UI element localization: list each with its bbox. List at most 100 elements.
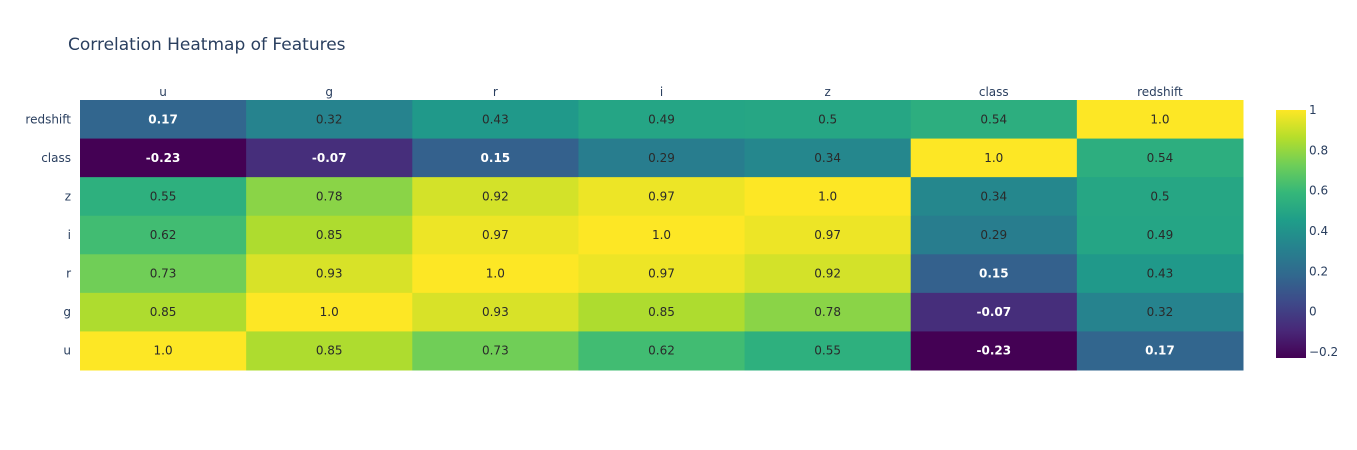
y-tick-label: redshift <box>25 112 71 126</box>
cell-value-label: 0.49 <box>648 112 675 126</box>
x-tick-label: r <box>493 85 498 99</box>
cell-value-label: 0.54 <box>1147 151 1174 165</box>
y-tick-label: r <box>66 267 71 281</box>
y-tick-label: i <box>68 228 71 242</box>
heatmap-cell <box>744 215 912 255</box>
cell-value-label: 0.17 <box>148 112 178 126</box>
heatmap-cell <box>412 100 579 140</box>
heatmap-cell <box>412 138 579 178</box>
colorbar-tick-label: 0.4 <box>1309 224 1328 238</box>
cell-value-label: 0.97 <box>482 228 509 242</box>
heatmap-cell <box>80 254 247 294</box>
heatmap-cell <box>910 292 1078 332</box>
cell-value-label: 0.93 <box>316 267 343 281</box>
heatmap-cell <box>744 254 912 294</box>
heatmap-cell <box>578 100 746 140</box>
heatmap-cell <box>910 254 1078 294</box>
heatmap-cell <box>246 254 413 294</box>
cell-value-label: 0.85 <box>316 344 343 358</box>
heatmap-cell <box>412 215 579 255</box>
colorbar-tick-label: 0.2 <box>1309 264 1328 278</box>
colorbar-tick-label: 0 <box>1309 305 1317 319</box>
heatmap-cell <box>910 177 1078 217</box>
heatmap-cell <box>1076 177 1244 217</box>
cell-value-label: 1.0 <box>984 151 1003 165</box>
cell-value-label: 0.15 <box>979 267 1009 281</box>
heatmap-cell <box>578 254 746 294</box>
cell-value-label: -0.07 <box>976 305 1011 319</box>
heatmap-cell <box>910 215 1078 255</box>
chart-title: Correlation Heatmap of Features <box>68 35 346 55</box>
heatmap-cell <box>80 331 247 371</box>
heatmap-cell <box>578 292 746 332</box>
cell-value-label: 0.85 <box>316 228 343 242</box>
y-axis-tick-labels: redshift class z i r g u <box>25 112 71 357</box>
heatmap-cell <box>246 215 413 255</box>
heatmap-cell <box>80 177 247 217</box>
y-tick-label: class <box>41 151 71 165</box>
cell-value-label: -0.23 <box>146 151 181 165</box>
heatmap-cell <box>80 138 247 178</box>
cell-value-label: 0.5 <box>818 112 837 126</box>
x-tick-label: u <box>159 85 167 99</box>
heatmap-cell <box>80 100 247 140</box>
heatmap-cell <box>910 331 1078 371</box>
cell-value-label: 0.93 <box>482 305 509 319</box>
heatmap-cell <box>744 292 912 332</box>
heatmap-cell <box>1076 331 1244 371</box>
heatmap-cell <box>744 331 912 371</box>
colorbar-tick-label: 1 <box>1309 103 1317 117</box>
heatmap-cell <box>910 100 1078 140</box>
cell-value-label: 0.55 <box>150 189 177 203</box>
cell-value-label: 0.5 <box>1150 189 1169 203</box>
cell-value-label: 0.43 <box>482 112 509 126</box>
cell-value-label: 1.0 <box>154 344 173 358</box>
cell-value-label: 0.34 <box>980 189 1007 203</box>
y-tick-label: u <box>63 344 71 358</box>
cell-value-label: 0.29 <box>648 151 675 165</box>
cell-value-label: 1.0 <box>1150 112 1169 126</box>
heatmap-cell <box>246 292 413 332</box>
colorbar-tick-label: −0.2 <box>1309 345 1338 359</box>
heatmap-cell <box>1076 292 1244 332</box>
heatmap-cell <box>412 177 579 217</box>
heatmap-cell <box>412 331 579 371</box>
cell-value-label: 0.85 <box>150 305 177 319</box>
heatmap-cell <box>578 331 746 371</box>
cell-value-label: 0.97 <box>648 189 675 203</box>
heatmap-cells <box>80 100 1244 371</box>
heatmap-cell <box>246 100 413 140</box>
heatmap-cell <box>578 177 746 217</box>
heatmap-cell <box>744 138 912 178</box>
heatmap-cell <box>1076 138 1244 178</box>
cell-value-label: 0.78 <box>316 189 343 203</box>
cell-value-label: -0.23 <box>976 344 1011 358</box>
x-axis-tick-labels: u g r i z class redshift <box>159 85 1183 99</box>
heatmap-cell <box>80 292 247 332</box>
heatmap-cell <box>744 177 912 217</box>
cell-value-label: 0.29 <box>980 228 1007 242</box>
colorbar-tick-label: 0.6 <box>1309 184 1328 198</box>
cell-value-label: 0.62 <box>150 228 177 242</box>
cell-value-label: 0.32 <box>316 112 343 126</box>
cell-value-label: 0.92 <box>482 189 509 203</box>
heatmap-cell <box>246 331 413 371</box>
y-tick-label: z <box>65 189 71 203</box>
cell-value-label: 0.55 <box>814 344 841 358</box>
heatmap-cell <box>744 100 912 140</box>
cell-value-label: 0.62 <box>648 344 675 358</box>
heatmap-cell <box>1076 100 1244 140</box>
cell-value-label: 0.97 <box>814 228 841 242</box>
cell-value-label: 0.92 <box>814 267 841 281</box>
cell-value-label: 0.49 <box>1147 228 1174 242</box>
cell-value-label: 1.0 <box>320 305 339 319</box>
cell-value-label: 0.17 <box>1145 344 1175 358</box>
heatmap-cell-labels: 0.17 0.32 0.43 0.49 0.5 0.54 1.0 -0.23 -0.07 0.15… <box>146 112 1175 357</box>
cell-value-label: 1.0 <box>818 189 837 203</box>
heatmap-cell <box>578 215 746 255</box>
x-tick-label: class <box>979 85 1009 99</box>
cell-value-label: -0.07 <box>312 151 347 165</box>
x-tick-label: z <box>824 85 830 99</box>
cell-value-label: 1.0 <box>486 267 505 281</box>
